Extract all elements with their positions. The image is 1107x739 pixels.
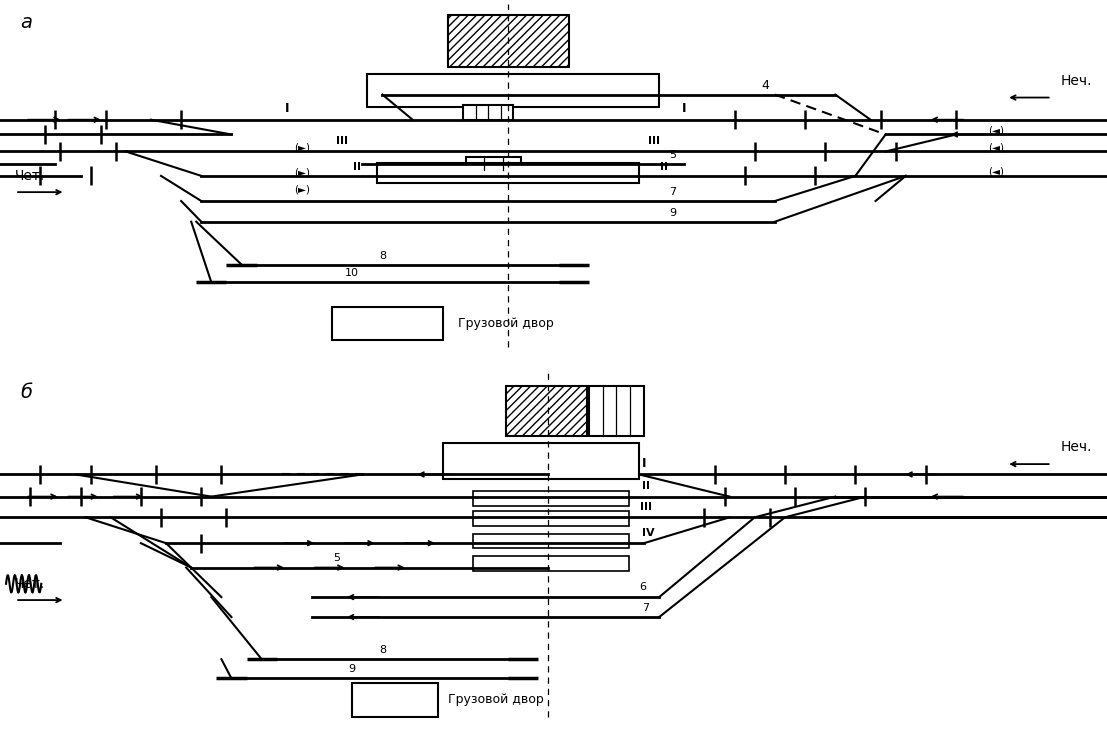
Text: 8: 8 xyxy=(379,645,386,655)
Text: (►): (►) xyxy=(294,184,310,194)
Text: 9: 9 xyxy=(349,664,355,675)
Text: Чет.: Чет. xyxy=(15,169,45,183)
Text: Грузовой двор: Грузовой двор xyxy=(458,317,554,330)
Text: 6: 6 xyxy=(639,582,646,593)
Bar xyxy=(368,74,659,107)
Text: I: I xyxy=(682,102,686,115)
Bar xyxy=(466,157,521,170)
Bar xyxy=(473,511,629,526)
Bar xyxy=(473,556,629,571)
Text: 5: 5 xyxy=(333,553,341,563)
Bar xyxy=(332,307,443,340)
Text: Неч.: Неч. xyxy=(1061,440,1092,454)
Bar xyxy=(473,491,629,506)
Text: 7: 7 xyxy=(670,187,676,197)
Text: III: III xyxy=(337,136,349,146)
Bar xyxy=(377,163,639,183)
Bar xyxy=(443,443,639,479)
Text: III: III xyxy=(648,136,660,146)
Bar xyxy=(506,386,587,436)
Text: 9: 9 xyxy=(670,208,676,218)
Text: 10: 10 xyxy=(345,268,360,279)
Text: (◄): (◄) xyxy=(989,166,1004,177)
Text: (►): (►) xyxy=(294,167,310,177)
Text: IV: IV xyxy=(642,528,654,538)
Text: б: б xyxy=(20,383,32,402)
Text: 4: 4 xyxy=(761,78,768,92)
Text: а: а xyxy=(20,13,32,33)
Text: (◄): (◄) xyxy=(989,142,1004,152)
Text: Грузовой двор: Грузовой двор xyxy=(448,693,544,706)
Text: (◄): (◄) xyxy=(989,125,1004,135)
Text: (►): (►) xyxy=(294,143,310,153)
Text: III: III xyxy=(640,502,652,512)
Text: II: II xyxy=(642,481,650,491)
Text: II: II xyxy=(353,162,361,172)
Bar xyxy=(589,386,644,436)
Bar xyxy=(463,105,514,120)
Text: 5: 5 xyxy=(670,150,676,160)
Text: I: I xyxy=(642,457,646,470)
Bar xyxy=(473,534,629,548)
Bar xyxy=(448,15,569,67)
Text: I: I xyxy=(284,102,289,115)
Text: Неч.: Неч. xyxy=(1061,75,1092,88)
Text: 7: 7 xyxy=(642,603,649,613)
Text: Чет.: Чет. xyxy=(15,577,45,590)
Text: 8: 8 xyxy=(379,251,386,261)
Text: II: II xyxy=(660,162,669,172)
Bar xyxy=(352,683,437,717)
